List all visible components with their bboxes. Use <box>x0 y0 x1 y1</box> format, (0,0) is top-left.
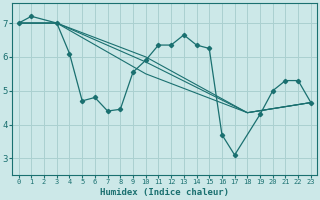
X-axis label: Humidex (Indice chaleur): Humidex (Indice chaleur) <box>100 188 229 197</box>
